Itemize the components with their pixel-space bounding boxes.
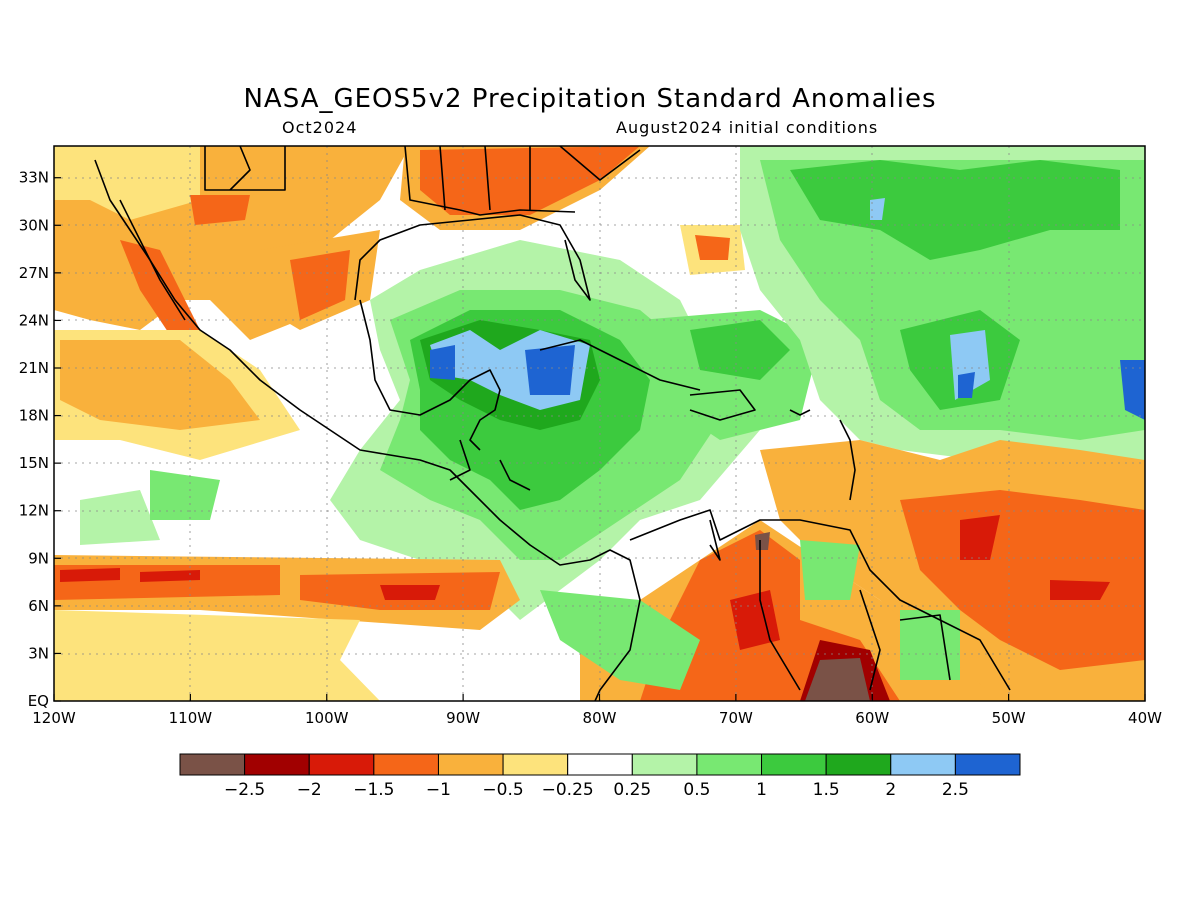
colorbar-swatch bbox=[631, 753, 698, 776]
anomaly-field bbox=[54, 146, 1145, 701]
x-tick-label: 70W bbox=[719, 709, 753, 727]
x-tick-label: 80W bbox=[583, 709, 617, 727]
colorbar-label: −2 bbox=[297, 780, 322, 800]
colorbar: −2.5 −2 −1.5 −1 −0.5 −0.25 0.25 0.5 1 1.5 2 2.5 bbox=[179, 753, 1021, 800]
x-axis: 120W 110W 100W 90W 80W 70W 60W 50W 40W bbox=[32, 694, 1162, 727]
map-gridlines bbox=[54, 146, 1145, 701]
y-tick-label: 18N bbox=[19, 407, 49, 425]
y-tick-label: 30N bbox=[19, 216, 49, 234]
colorbar-swatch bbox=[308, 753, 375, 776]
colorbar-label: 1.5 bbox=[813, 780, 840, 800]
colorbar-label: −1 bbox=[426, 780, 451, 800]
colorbar-label: 2.5 bbox=[942, 780, 969, 800]
colorbar-swatch bbox=[179, 753, 246, 776]
y-tick-label: 6N bbox=[28, 597, 49, 615]
y-tick-label: 9N bbox=[28, 549, 49, 567]
colorbar-swatch bbox=[825, 753, 892, 776]
x-tick-label: 100W bbox=[305, 709, 349, 727]
y-tick-label: 15N bbox=[19, 454, 49, 472]
x-tick-label: 120W bbox=[32, 709, 76, 727]
y-tick-label: 27N bbox=[19, 264, 49, 282]
map-title: NASA_GEOS5v2 Precipitation Standard Anom… bbox=[243, 84, 937, 114]
coastlines bbox=[94, 146, 1011, 701]
colorbar-swatch bbox=[373, 753, 439, 776]
colorbar-swatch bbox=[761, 753, 827, 776]
x-tick-label: 110W bbox=[169, 709, 213, 727]
colorbar-label: 2 bbox=[885, 780, 896, 800]
colorbar-swatch bbox=[437, 753, 504, 776]
initial-conditions: August2024 initial conditions bbox=[616, 118, 879, 137]
x-tick-label: 40W bbox=[1128, 709, 1162, 727]
colorbar-label: 0.25 bbox=[613, 780, 651, 800]
x-tick-label: 50W bbox=[992, 709, 1026, 727]
forecast-month: Oct2024 bbox=[282, 118, 358, 137]
colorbar-swatch bbox=[244, 753, 310, 776]
colorbar-label: −0.5 bbox=[482, 780, 523, 800]
colorbar-label: −1.5 bbox=[353, 780, 394, 800]
y-tick-label: EQ bbox=[28, 692, 49, 710]
colorbar-label: −2.5 bbox=[224, 780, 265, 800]
colorbar-label: −0.25 bbox=[542, 780, 594, 800]
x-tick-label: 90W bbox=[446, 709, 480, 727]
colorbar-swatch bbox=[890, 753, 956, 776]
colorbar-label: 1 bbox=[756, 780, 767, 800]
y-tick-label: 24N bbox=[19, 311, 49, 329]
y-tick-label: 21N bbox=[19, 359, 49, 377]
colorbar-swatch bbox=[502, 753, 569, 776]
y-axis: EQ 3N 6N 9N 12N 15N 18N 21N 24N 27N 30N 33N bbox=[19, 169, 61, 710]
colorbar-label: 0.5 bbox=[683, 780, 710, 800]
colorbar-swatch bbox=[696, 753, 763, 776]
y-tick-label: 33N bbox=[19, 169, 49, 187]
colorbar-swatch bbox=[954, 753, 1021, 776]
y-tick-label: 12N bbox=[19, 502, 49, 520]
colorbar-swatch bbox=[567, 753, 633, 776]
x-tick-label: 60W bbox=[855, 709, 889, 727]
y-tick-label: 3N bbox=[28, 644, 49, 662]
